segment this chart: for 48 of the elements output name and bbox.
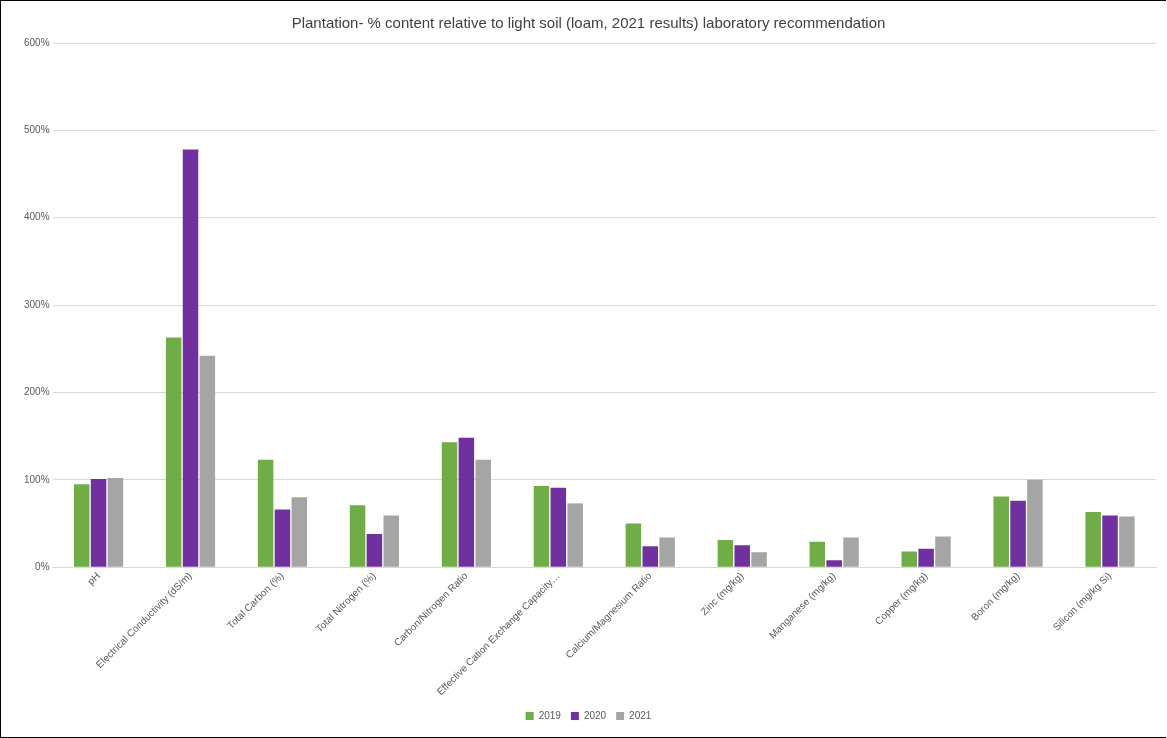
- y-tick-label: 600%: [24, 36, 50, 48]
- legend-label: 2021: [629, 709, 652, 721]
- bar: [107, 478, 124, 567]
- bar: [642, 546, 659, 567]
- bar: [1119, 516, 1135, 567]
- bar: [550, 487, 567, 567]
- bar: [257, 459, 274, 567]
- bar: [826, 560, 842, 567]
- bar: [274, 509, 291, 567]
- bar: [533, 485, 550, 567]
- bar: [567, 503, 583, 567]
- bar: [901, 551, 918, 567]
- bar: [935, 536, 951, 567]
- bar: [475, 459, 491, 567]
- bar: [73, 484, 90, 567]
- bar: [165, 337, 182, 567]
- y-tick-label: 500%: [24, 124, 50, 136]
- bar: [182, 149, 199, 567]
- bar: [843, 537, 859, 567]
- bar: [366, 533, 383, 567]
- y-tick-label: 200%: [24, 386, 50, 398]
- bar: [734, 545, 750, 567]
- y-tick-label: 0%: [35, 560, 50, 572]
- bar: [809, 541, 826, 567]
- legend-label: 2019: [538, 709, 562, 721]
- bar: [90, 478, 107, 567]
- bar: [383, 515, 400, 567]
- y-tick-label: 400%: [24, 211, 50, 223]
- bar: [199, 355, 216, 567]
- legend-label: 2020: [583, 709, 607, 721]
- bar: [717, 540, 734, 567]
- bar: [1102, 515, 1118, 567]
- bar: [751, 552, 767, 567]
- x-tick-label: pH: [85, 569, 102, 587]
- bar: [1010, 500, 1026, 567]
- bar: [993, 496, 1009, 567]
- bar: [349, 505, 366, 567]
- bar: [625, 523, 642, 567]
- bar: [659, 537, 675, 567]
- chart-title: Plantation- % content relative to light soil (loam, 2021 results) laboratory recommendation: [291, 14, 886, 32]
- y-tick-label: 100%: [24, 473, 50, 485]
- bar: [1085, 512, 1101, 567]
- bar: [918, 548, 934, 567]
- y-tick-label: 300%: [24, 298, 50, 310]
- bar: [441, 442, 458, 567]
- bar: [458, 437, 475, 567]
- bar: [1027, 479, 1043, 567]
- bar: [291, 497, 308, 567]
